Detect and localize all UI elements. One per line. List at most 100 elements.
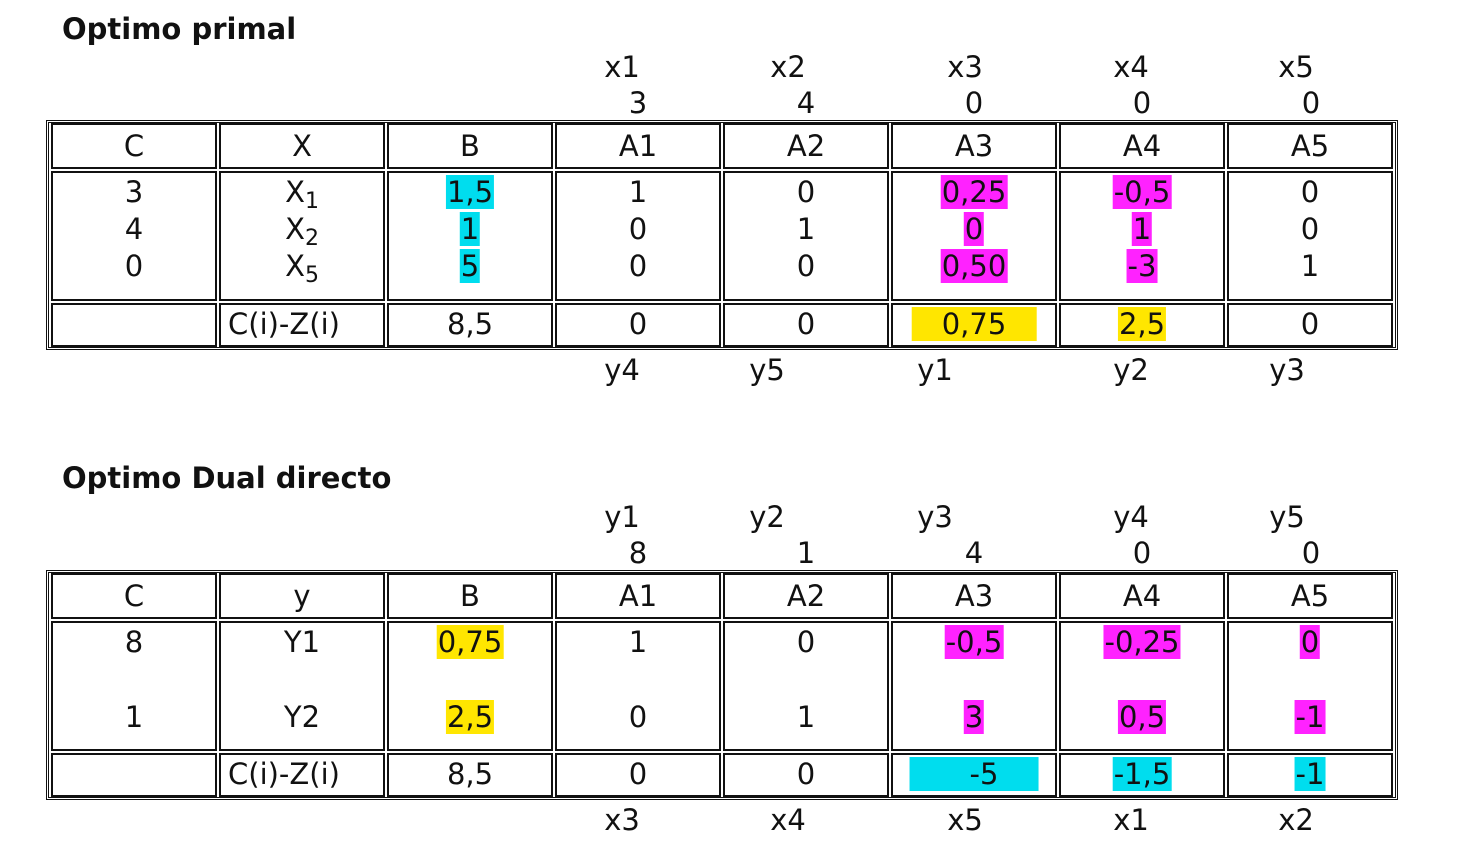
col-header-a3: A3 (954, 129, 994, 163)
primal-dual-var-label: y5 (749, 353, 785, 387)
basis-var: X5 (285, 249, 319, 288)
dual-var-header: y1 (604, 500, 640, 534)
cell-a3: -0,5 (944, 625, 1004, 659)
reduced-b: 8,5 (446, 757, 494, 791)
cell-a3: 0,25 (940, 175, 1008, 209)
primal-var-header: x1 (604, 50, 640, 84)
primal-dual-var-label: y4 (604, 353, 640, 387)
basis-var: Y1 (283, 625, 321, 659)
cell-a5: 0 (1300, 212, 1320, 246)
primal-var-header: x2 (770, 50, 806, 84)
primal-reduced-cost-row: C(i)-Z(i) 8,5 0 0 0,75 2,5 0 (49, 303, 1395, 347)
cell-a2: 1 (796, 212, 816, 246)
reduced-label: C(i)-Z(i) (228, 307, 340, 341)
primal-header-row: C X B A1 A2 A3 A4 A5 (49, 123, 1395, 169)
dual-reduced-cost-row: C(i)-Z(i) 8,5 0 0 -5 -1,5 -1 (49, 753, 1395, 797)
col-header-a1: A1 (618, 579, 658, 613)
cell-a4: 1 (1131, 212, 1153, 246)
dual-tableau: C y B A1 A2 A3 A4 A5 8 Y1 0,75 1 0 -0,5 … (46, 570, 1398, 800)
cell-a1: 0 (628, 249, 648, 283)
col-header-a3: A3 (954, 579, 994, 613)
basis-var: X2 (285, 212, 319, 251)
reduced-a5: -1 (1294, 757, 1326, 791)
primal-basis-block: 3 X1 1,5 1 0 0,25 -0,5 0 4 X2 1 0 1 0 1 … (49, 171, 1395, 301)
col-header-c: C (123, 129, 145, 163)
dual-header-row: C y B A1 A2 A3 A4 A5 (49, 573, 1395, 619)
dual-cost: 4 (964, 536, 984, 570)
col-header-a1: A1 (618, 129, 658, 163)
basis-cost: 1 (124, 700, 144, 734)
primal-title: Optimo primal (62, 12, 297, 46)
primal-dual-var-label: y1 (917, 353, 953, 387)
cell-a1: 0 (628, 700, 648, 734)
basis-b-value: 5 (459, 249, 481, 283)
basis-var: X1 (285, 175, 319, 214)
primal-cost: 0 (1301, 86, 1321, 120)
basis-cost: 3 (124, 175, 144, 209)
col-header-a2: A2 (786, 129, 826, 163)
reduced-a4: 2,5 (1117, 307, 1167, 341)
cell-a5: -1 (1294, 700, 1326, 734)
reduced-a5: 0 (1300, 307, 1320, 341)
dual-var-header: y5 (1269, 500, 1305, 534)
col-header-b: B (460, 579, 480, 613)
col-header-b: B (460, 129, 480, 163)
primal-dual-var-label: y2 (1113, 353, 1149, 387)
basis-var: Y2 (283, 700, 321, 734)
cell-a4: -3 (1126, 249, 1158, 283)
primal-cost: 0 (1132, 86, 1152, 120)
col-header-c: C (123, 579, 145, 613)
basis-cost: 8 (124, 625, 144, 659)
basis-b-value: 2,5 (445, 700, 495, 734)
col-header-a5: A5 (1290, 129, 1330, 163)
cell-a3: 0 (963, 212, 985, 246)
col-header-a2: A2 (786, 579, 826, 613)
cell-a2: 1 (796, 700, 816, 734)
col-header-a4: A4 (1122, 579, 1162, 613)
cell-a5: 0 (1300, 175, 1320, 209)
primal-cost: 3 (628, 86, 648, 120)
cell-a1: 1 (628, 625, 648, 659)
cell-a4: 0,5 (1117, 700, 1167, 734)
dual-primal-var-label: x4 (770, 803, 806, 837)
reduced-label: C(i)-Z(i) (228, 757, 340, 791)
dual-var-header: y4 (1113, 500, 1149, 534)
reduced-b: 8,5 (446, 307, 494, 341)
dual-primal-var-label: x3 (604, 803, 640, 837)
dual-primal-var-label: x2 (1278, 803, 1314, 837)
dual-var-header: y3 (917, 500, 953, 534)
cell-a5: 0 (1299, 625, 1321, 659)
dual-primal-var-label: x5 (947, 803, 983, 837)
reduced-a3: -5 (909, 757, 1039, 791)
primal-cost: 4 (796, 86, 816, 120)
primal-dual-var-label: y3 (1269, 353, 1305, 387)
primal-var-header: x3 (947, 50, 983, 84)
cell-a2: 0 (796, 625, 816, 659)
dual-cost: 1 (796, 536, 816, 570)
reduced-a3: 0,75 (911, 307, 1037, 341)
basis-b-value: 0,75 (436, 625, 504, 659)
basis-cost: 4 (124, 212, 144, 246)
cell-a4: -0,5 (1112, 175, 1172, 209)
dual-title: Optimo Dual directo (62, 461, 392, 495)
col-header-a5: A5 (1290, 579, 1330, 613)
basis-cost: 0 (124, 249, 144, 283)
reduced-a1: 0 (628, 757, 648, 791)
col-header-y: y (293, 579, 311, 613)
cell-a2: 0 (796, 175, 816, 209)
dual-cost: 0 (1132, 536, 1152, 570)
primal-var-header: x4 (1113, 50, 1149, 84)
dual-var-header: y2 (749, 500, 785, 534)
reduced-a4: -1,5 (1112, 757, 1172, 791)
basis-b-value: 1 (459, 212, 481, 246)
reduced-a2: 0 (796, 307, 816, 341)
primal-var-header: x5 (1278, 50, 1314, 84)
reduced-a1: 0 (628, 307, 648, 341)
cell-a1: 1 (628, 175, 648, 209)
cell-a3: 3 (963, 700, 985, 734)
dual-primal-var-label: x1 (1113, 803, 1149, 837)
cell-a1: 0 (628, 212, 648, 246)
basis-b-value: 1,5 (445, 175, 495, 209)
cell-a2: 0 (796, 249, 816, 283)
dual-cost: 0 (1301, 536, 1321, 570)
